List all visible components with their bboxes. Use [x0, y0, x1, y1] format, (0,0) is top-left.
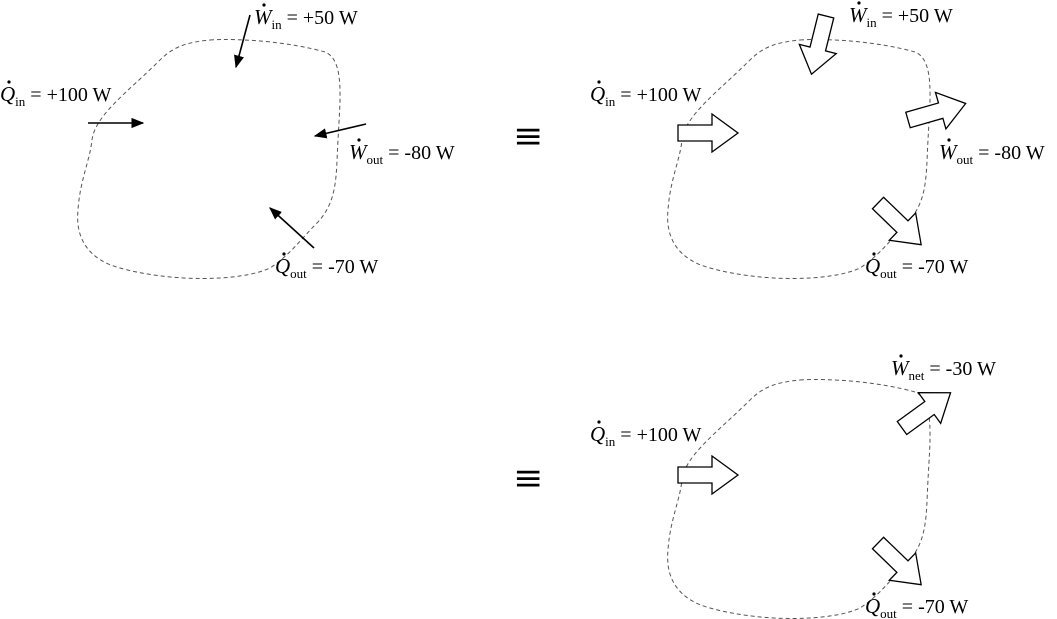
q-in-label: Qin = +100 W	[590, 80, 701, 109]
q-out-hollow-arrow	[864, 188, 936, 259]
w-out-label: Wout = -80 W	[939, 138, 1045, 167]
dot-accent	[357, 138, 361, 142]
w-out-label: Wout = -80 W	[349, 138, 455, 167]
svg-text:Qout = -70 W: Qout = -70 W	[865, 594, 968, 619]
svg-text:Wnet = -30 W: Wnet = -30 W	[891, 356, 996, 383]
dot-accent	[899, 354, 903, 358]
q-out-label: Qout = -70 W	[275, 252, 378, 281]
svg-text:Wout = -80 W: Wout = -80 W	[939, 140, 1045, 167]
q-in-label: Qin = +100 W	[590, 420, 701, 449]
right-top-diagram: Win = +50 W Qin = +100 W Wout = -80 W Qo…	[590, 1, 1045, 281]
w-net-hollow-arrow	[890, 376, 963, 445]
control-volume-boundary	[667, 39, 931, 279]
svg-text:Qout = -70 W: Qout = -70 W	[275, 254, 378, 281]
left-diagram: Win = +50 W Qin = +100 W Wout = -80 W Qo…	[0, 3, 455, 281]
svg-text:Win = +50 W: Win = +50 W	[254, 5, 358, 32]
control-volume-boundary	[77, 39, 341, 279]
svg-text:Win = +50 W: Win = +50 W	[849, 3, 953, 30]
dot-accent	[597, 80, 601, 84]
q-out-arrow	[269, 207, 315, 249]
w-in-label: Win = +50 W	[254, 3, 358, 32]
q-in-hollow-arrow	[677, 455, 739, 495]
dot-accent	[872, 252, 876, 256]
dot-accent	[947, 138, 951, 142]
q-out-label: Qout = -70 W	[865, 252, 968, 281]
dot-accent	[857, 1, 861, 5]
w-net-label: Wnet = -30 W	[891, 354, 996, 383]
dot-accent	[597, 420, 601, 424]
w-in-hollow-arrow	[792, 10, 846, 80]
dot-accent	[282, 252, 286, 256]
w-in-arrow	[234, 14, 251, 69]
right-bottom-diagram: Wnet = -30 W Qin = +100 W Qout = -70 W	[590, 354, 996, 619]
w-out-arrow	[313, 123, 367, 139]
svg-text:Qin = +100 W: Qin = +100 W	[590, 422, 701, 449]
equivalence-symbol: ≡	[513, 458, 543, 499]
svg-text:Qin = +100 W: Qin = +100 W	[590, 82, 701, 109]
svg-text:Wout = -80 W: Wout = -80 W	[349, 140, 455, 167]
equivalence-symbol: ≡	[513, 116, 543, 157]
control-volume-boundary	[667, 379, 931, 619]
dot-accent	[262, 3, 266, 7]
dot-accent	[872, 592, 876, 596]
w-in-label: Win = +50 W	[849, 1, 953, 30]
dot-accent	[7, 80, 11, 84]
q-out-hollow-arrow	[864, 528, 936, 599]
svg-text:Qout = -70 W: Qout = -70 W	[865, 254, 968, 281]
w-out-hollow-arrow	[902, 84, 972, 139]
svg-text:Qin = +100 W: Qin = +100 W	[0, 82, 111, 109]
q-out-label: Qout = -70 W	[865, 592, 968, 619]
q-in-hollow-arrow	[677, 113, 739, 153]
q-in-label: Qin = +100 W	[0, 80, 111, 109]
